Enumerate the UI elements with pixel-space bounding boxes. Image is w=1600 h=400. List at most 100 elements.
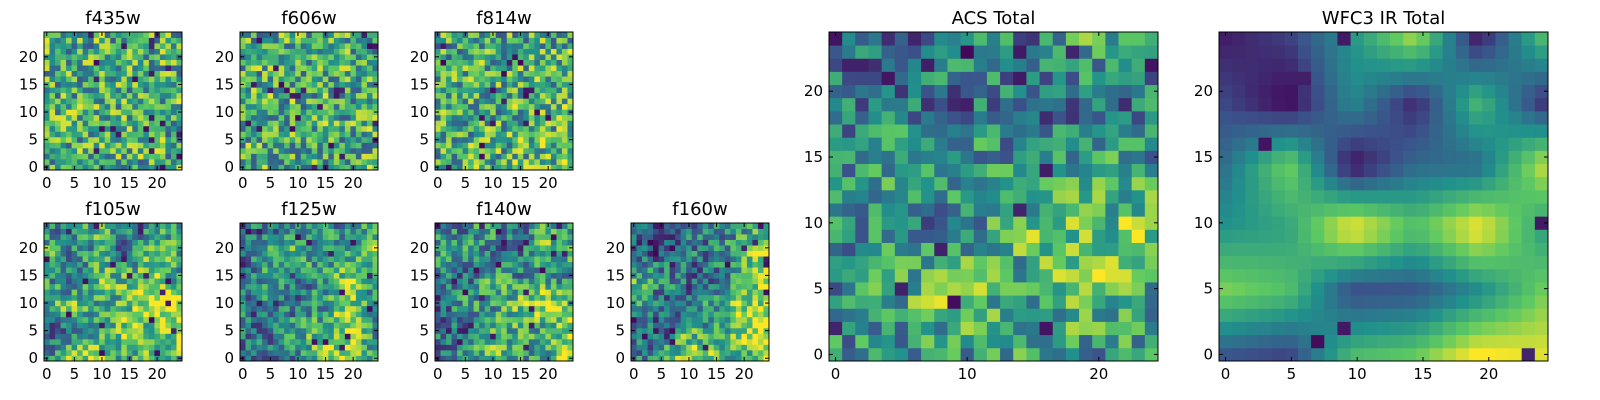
heatmap-cell — [534, 256, 541, 263]
heatmap-cell — [77, 48, 84, 55]
heatmap-cell — [506, 54, 513, 60]
heatmap-cell — [636, 272, 643, 279]
heatmap-cell — [262, 98, 268, 105]
heatmap-cell — [82, 355, 89, 362]
heatmap-cell — [300, 272, 307, 279]
heatmap-cell — [669, 294, 676, 301]
heatmap-cell — [245, 261, 252, 268]
heatmap-cell — [311, 228, 318, 235]
heatmap-cell — [446, 125, 452, 132]
heatmap-cell — [154, 300, 161, 307]
heatmap-cell — [517, 294, 524, 301]
heatmap-cell — [115, 278, 122, 285]
heatmap-cell — [295, 338, 302, 345]
heatmap-cell — [344, 70, 351, 77]
heatmap-cell — [267, 65, 274, 72]
heatmap-cell — [339, 142, 346, 149]
heatmap-cell — [473, 322, 480, 329]
heatmap-cell — [528, 98, 535, 105]
heatmap-cell — [104, 278, 111, 285]
heatmap-cell — [506, 355, 513, 362]
heatmap-cell — [473, 98, 480, 105]
heatmap-cell — [752, 355, 759, 362]
heatmap-cell — [77, 98, 84, 105]
heatmap-cell — [110, 87, 117, 94]
heatmap-cell — [99, 92, 106, 99]
heatmap-cell — [93, 114, 100, 121]
heatmap-cell — [691, 223, 698, 229]
heatmap-cell — [484, 234, 491, 240]
heatmap-cell — [251, 125, 257, 132]
heatmap-cell — [631, 234, 637, 240]
heatmap-cell — [523, 81, 530, 88]
heatmap-cell — [104, 316, 111, 323]
heatmap-cell — [567, 338, 574, 345]
heatmap-cell — [539, 311, 546, 318]
heatmap-cell — [132, 349, 139, 356]
heatmap-cell — [44, 349, 50, 356]
heatmap-cell — [539, 142, 546, 149]
heatmap-cell — [104, 289, 111, 296]
heatmap-cell — [534, 65, 541, 72]
heatmap-cell — [71, 153, 78, 160]
heatmap-cell — [741, 344, 748, 351]
heatmap-cell — [71, 305, 78, 312]
heatmap-cell — [361, 59, 368, 66]
heatmap-cell — [517, 278, 524, 285]
heatmap-cell — [300, 349, 307, 356]
heatmap-cell — [658, 305, 665, 312]
heatmap-cell — [446, 158, 452, 165]
heatmap-cell — [60, 333, 67, 340]
heatmap-cell — [344, 147, 351, 154]
heatmap-cell — [457, 272, 463, 279]
heatmap-cell — [664, 327, 671, 334]
heatmap-cell — [165, 65, 172, 72]
y-tick-label: 5 — [615, 322, 625, 340]
heatmap-cell — [104, 153, 111, 160]
heatmap-cell — [451, 294, 458, 301]
heatmap-cell — [66, 289, 72, 296]
heatmap-cell — [88, 300, 95, 307]
heatmap-cell — [159, 256, 166, 263]
heatmap-cell — [350, 125, 357, 132]
heatmap-cell — [545, 158, 552, 165]
heatmap-cell — [479, 87, 486, 94]
heatmap-cell — [842, 150, 856, 164]
heatmap-cell — [245, 234, 252, 240]
heatmap-cell — [517, 59, 524, 66]
heatmap-cell — [440, 70, 447, 77]
heatmap-cell — [653, 355, 659, 362]
heatmap-cell — [479, 316, 486, 323]
heatmap-cell — [306, 223, 313, 229]
heatmap-cell — [855, 242, 869, 257]
heatmap-cell — [512, 344, 519, 351]
heatmap-cell — [49, 76, 56, 83]
heatmap-cell — [71, 322, 78, 329]
heatmap-cell — [55, 120, 61, 127]
heatmap-cell — [907, 308, 922, 322]
heatmap-cell — [267, 48, 274, 55]
heatmap-cell — [306, 54, 313, 60]
heatmap-cell — [355, 32, 362, 38]
heatmap-cell — [636, 223, 643, 229]
heatmap-cell — [333, 59, 340, 66]
heatmap-cell — [306, 136, 313, 143]
heatmap-cell — [267, 81, 274, 88]
heatmap-cell — [691, 322, 698, 329]
heatmap-cell — [328, 37, 335, 44]
heatmap-cell — [262, 48, 268, 55]
heatmap-cell — [479, 267, 486, 274]
heatmap-cell — [355, 87, 362, 94]
heatmap-cell — [121, 267, 128, 274]
heatmap-cell — [512, 120, 519, 127]
heatmap-cell — [435, 103, 441, 110]
heatmap-cell — [104, 338, 111, 345]
heatmap-cell — [344, 338, 351, 345]
heatmap-cell — [473, 87, 480, 94]
heatmap-cell — [251, 245, 257, 251]
heatmap-cell — [88, 250, 95, 257]
heatmap-cell — [468, 158, 475, 165]
heatmap-cell — [355, 164, 362, 171]
heatmap-cell — [251, 223, 257, 229]
heatmap-cell — [71, 256, 78, 263]
